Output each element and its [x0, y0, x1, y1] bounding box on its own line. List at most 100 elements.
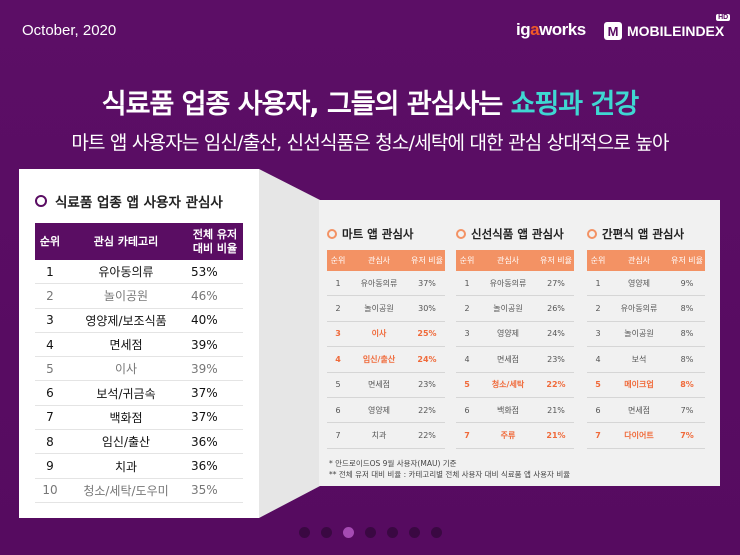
table-row: 5 청소/세탁 22%: [456, 372, 574, 398]
rank-cell: 8: [35, 429, 65, 455]
pct-cell: 8%: [669, 346, 705, 373]
table-row: 3 영양제/보조식품 40%: [35, 308, 243, 333]
pct-cell: 24%: [409, 346, 445, 373]
mini-col-rank: 순위: [456, 250, 478, 271]
pct-cell: 22%: [409, 397, 445, 424]
rank-cell: 7: [35, 405, 65, 431]
category-cell: 유아동의류: [65, 260, 187, 285]
mart-heading-text: 마트 앱 관심사: [342, 227, 414, 241]
pct-cell: 23%: [409, 372, 445, 398]
pager-dot[interactable]: [386, 527, 398, 538]
rank-cell: 4: [456, 346, 478, 373]
category-cell: 임신/출산: [65, 429, 187, 455]
pct-cell: 37%: [409, 271, 445, 297]
pager-dot[interactable]: [320, 527, 332, 538]
category-cell: 보석/귀금속: [65, 380, 187, 406]
mini-col-pct: 유저 비율: [538, 250, 574, 271]
category-cell: 면세점: [65, 332, 187, 358]
col-category: 관심 카테고리: [65, 223, 187, 260]
pager-dot[interactable]: [408, 527, 420, 538]
rank-cell: 10: [35, 478, 65, 503]
pager-dot[interactable]: [364, 527, 376, 538]
mini-col-interest: 관심사: [609, 250, 669, 271]
rank-cell: 9: [35, 453, 65, 479]
table-row: 3 이사 25%: [327, 321, 445, 348]
pct-cell: 8%: [669, 295, 705, 322]
rank-cell: 2: [35, 283, 65, 309]
category-cell: 놀이공원: [65, 283, 187, 309]
interest-cell: 임신/출산: [349, 346, 409, 373]
table-row: 1 유아동의류 53%: [35, 260, 243, 285]
interest-cell: 보석: [609, 346, 669, 373]
pct-cell: 8%: [669, 372, 705, 398]
rank-cell: 1: [587, 271, 609, 297]
pct-cell: 22%: [538, 372, 574, 398]
ratio-cell: 39%: [187, 356, 243, 382]
page-title: 식료품 업종 사용자, 그들의 관심사는 쇼핑과 건강: [0, 82, 740, 121]
convenience-heading-text: 간편식 앱 관심사: [602, 227, 685, 241]
col-ratio: 전체 유저 대비 비율: [187, 223, 243, 260]
table-row: 5 이사 39%: [35, 356, 243, 382]
table-row: 2 놀이공원 26%: [456, 295, 574, 322]
page-title-highlight: 쇼핑과 건강: [510, 89, 640, 120]
table-row: 2 놀이공원 46%: [35, 283, 243, 309]
interest-cell: 백화점: [478, 397, 538, 424]
rank-cell: 2: [587, 295, 609, 322]
interest-cell: 영양제: [349, 397, 409, 424]
ratio-cell: 36%: [187, 429, 243, 455]
table-row: 2 유아동의류 8%: [587, 295, 705, 322]
mobileindex-hd-badge: HD: [716, 14, 731, 21]
category-cell: 치과: [65, 453, 187, 479]
mini-col-pct: 유저 비율: [669, 250, 705, 271]
mini-col-rank: 순위: [327, 250, 349, 271]
interest-cell: 면세점: [609, 397, 669, 424]
table-row: 7 백화점 37%: [35, 405, 243, 431]
footnotes: * 안드로이드OS 9월 사용자(MAU) 기준 ** 전체 유저 대비 비율 …: [329, 458, 570, 480]
category-cell: 백화점: [65, 405, 187, 431]
interest-cell: 영양제: [609, 271, 669, 297]
page-subtitle: 마트 앱 사용자는 임신/출산, 신선식품은 청소/세탁에 대한 관심 상대적으…: [71, 132, 669, 154]
interest-cell: 다이어트: [609, 422, 669, 449]
ratio-cell: 35%: [187, 478, 243, 503]
interest-cell: 놀이공원: [609, 321, 669, 348]
category-cell: 청소/세탁/도우미: [65, 478, 187, 503]
rank-cell: 7: [327, 422, 349, 449]
interest-cell: 놀이공원: [478, 295, 538, 322]
interest-cell: 메이크업: [609, 372, 669, 398]
col-ratio-line1: 전체 유저: [192, 227, 238, 241]
bullet-ring-icon: [587, 229, 597, 239]
left-heading-text: 식료품 업종 앱 사용자 관심사: [55, 195, 223, 211]
pct-cell: 9%: [669, 271, 705, 297]
rank-cell: 5: [587, 372, 609, 398]
interest-cell: 놀이공원: [349, 295, 409, 322]
interest-cell: 면세점: [349, 372, 409, 398]
pct-cell: 26%: [538, 295, 574, 322]
interest-table: 순위 관심 카테고리 전체 유저 대비 비율 1 유아동의류 53% 2 놀이공원 46% 3…: [35, 223, 243, 503]
fresh-food-app-table: 신선식품 앱 관심사 순위 관심사 유저 비율 1 유아동의류 27% 2 놀이공원 26% 3 영…: [456, 226, 574, 449]
pct-cell: 21%: [538, 422, 574, 449]
bullet-ring-icon: [35, 195, 47, 207]
pager-dot[interactable]: [342, 527, 354, 538]
rank-cell: 5: [35, 356, 65, 382]
footnote-1: * 안드로이드OS 9월 사용자(MAU) 기준: [329, 459, 457, 468]
page-title-main: 식료품 업종 사용자, 그들의 관심사는: [101, 89, 511, 120]
ratio-cell: 39%: [187, 332, 243, 358]
table-row: 1 영양제 9%: [587, 271, 705, 297]
rank-cell: 3: [35, 308, 65, 333]
mobileindex-logo: M MOBILEINDEX HD: [604, 14, 731, 40]
mobileindex-text: MOBILEINDEX: [627, 23, 725, 39]
rank-cell: 6: [327, 397, 349, 424]
pager-dot[interactable]: [430, 527, 442, 538]
mini-col-interest: 관심사: [478, 250, 538, 271]
rank-cell: 7: [456, 422, 478, 449]
pager-dot[interactable]: [298, 527, 310, 538]
table-row: 6 면세점 7%: [587, 397, 705, 424]
interest-cell: 이사: [349, 321, 409, 348]
rank-cell: 2: [327, 295, 349, 322]
connector-shape: [259, 169, 320, 518]
footnote-2: ** 전체 유저 대비 비율 : 카테고리별 전체 사용자 대비 식료품 앱 사…: [329, 470, 571, 479]
pct-cell: 25%: [409, 321, 445, 348]
table-row: 3 영양제 24%: [456, 321, 574, 348]
convenience-heading: 간편식 앱 관심사: [587, 226, 705, 242]
table-row: 8 임신/출산 36%: [35, 429, 243, 455]
